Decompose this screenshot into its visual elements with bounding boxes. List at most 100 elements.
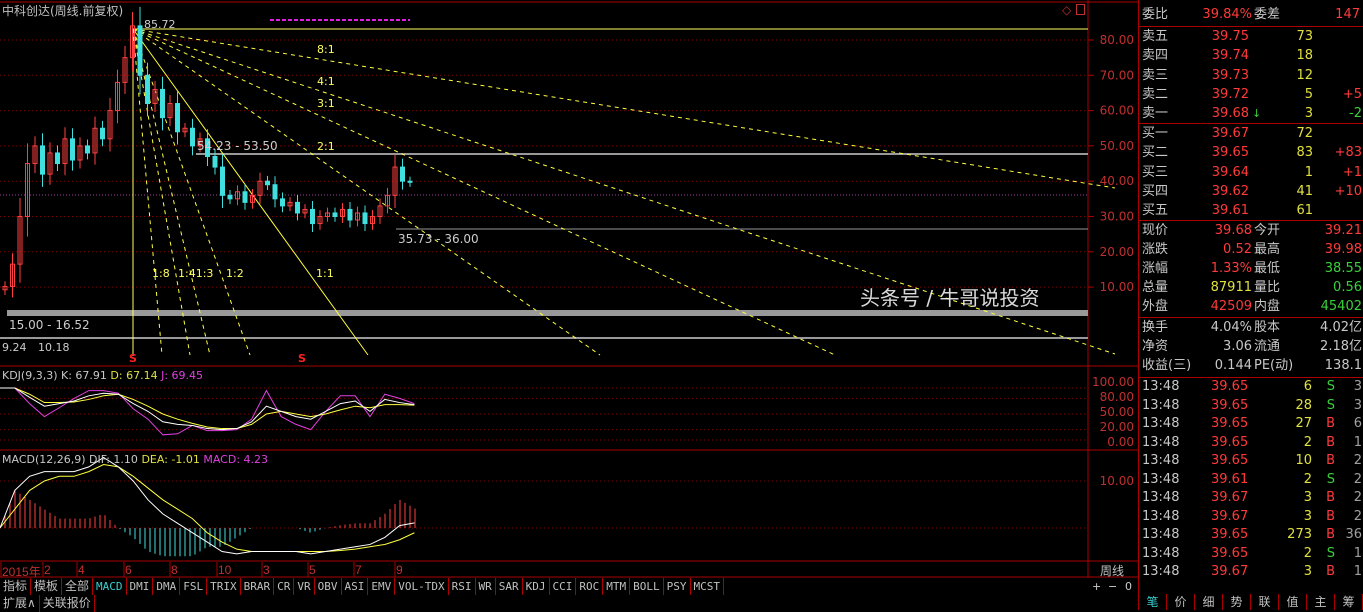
- kdj-j: J: 69.45: [161, 369, 204, 382]
- period-label[interactable]: 周线: [1100, 564, 1125, 578]
- gann-label: 3:1: [317, 97, 335, 110]
- related-quote-tab[interactable]: 关联报价: [40, 595, 95, 612]
- candle-body: [55, 152, 60, 165]
- candle-body: [362, 212, 368, 225]
- quote-tab[interactable]: 价: [1167, 594, 1195, 610]
- macd-tick-label: 10.00: [1100, 474, 1134, 488]
- indicator-tab-boll[interactable]: BOLL: [630, 578, 664, 595]
- trade-volume: 2: [1303, 434, 1312, 450]
- expand-tab[interactable]: 扩展∧: [0, 595, 40, 612]
- trade-count: 1: [1353, 545, 1362, 561]
- stat-value: 1.33%: [1210, 261, 1252, 276]
- candle-body: [77, 145, 83, 161]
- indicator-tab-vr[interactable]: VR: [294, 578, 315, 595]
- candle-body: [197, 138, 203, 147]
- quote-tab[interactable]: 势: [1223, 594, 1251, 610]
- trade-time: 13:48: [1142, 490, 1180, 505]
- trade-row: 13:48 39.67 3 B 1: [1139, 563, 1363, 581]
- indicator-tab-brar[interactable]: BRAR: [241, 578, 275, 595]
- trade-side: S: [1326, 471, 1335, 487]
- indicator-tab-mtm[interactable]: MTM: [603, 578, 631, 595]
- candle-body: [85, 145, 90, 154]
- candle-body: [272, 184, 278, 200]
- indicator-tab-sar[interactable]: SAR: [496, 578, 523, 595]
- low-band-label: 10.18: [38, 341, 70, 354]
- indicator-tab-macd[interactable]: MACD: [93, 578, 127, 595]
- window-toggle-icon[interactable]: [1076, 4, 1085, 15]
- trade-count: 2: [1353, 490, 1362, 505]
- candle-body: [370, 216, 375, 225]
- quote-tab[interactable]: 主: [1307, 594, 1335, 610]
- stat-value: 42509: [1210, 299, 1252, 314]
- zoom-reset-button[interactable]: 0: [1125, 580, 1132, 593]
- indicator-tab-kdj[interactable]: KDJ: [523, 578, 550, 595]
- price-tick-label: 80.00: [1100, 33, 1134, 47]
- weicha-value: 147: [1335, 7, 1360, 22]
- indicator-tab-dmi[interactable]: DMI: [127, 578, 154, 595]
- indicator-tab-roc[interactable]: ROC: [576, 578, 604, 595]
- indicator-tab-dma[interactable]: DMA: [153, 578, 181, 595]
- quote-tab[interactable]: 筹: [1335, 594, 1363, 610]
- candle-body: [332, 212, 338, 218]
- gann-fan-line: [132, 28, 251, 356]
- indicator-tab-fsl[interactable]: FSL: [180, 578, 208, 595]
- range-band: [7, 310, 1088, 316]
- date-label: 6: [125, 563, 132, 577]
- indicator-tab-cr[interactable]: CR: [274, 578, 295, 595]
- diamond-icon[interactable]: ◇: [1062, 3, 1072, 17]
- sell-signal-marker: S: [298, 352, 306, 365]
- indicator-tab-trix[interactable]: TRIX: [207, 578, 241, 595]
- candle-body: [257, 180, 263, 196]
- quote-tab[interactable]: 细: [1195, 594, 1223, 610]
- candle-body: [302, 208, 308, 214]
- trade-volume: 6: [1303, 379, 1312, 394]
- trade-side: B: [1326, 508, 1335, 524]
- bid-change: +83: [1334, 145, 1362, 161]
- indicator-tab-模板[interactable]: 模板: [31, 578, 63, 595]
- bid-row: 买一 39.67 72: [1139, 124, 1363, 143]
- trade-side: B: [1326, 434, 1335, 450]
- candle-body: [287, 201, 293, 207]
- candle-body: [130, 25, 135, 59]
- candle-body: [160, 88, 165, 119]
- candle-body: [407, 180, 413, 183]
- indicator-tab-wr[interactable]: WR: [476, 578, 496, 595]
- quote-tab[interactable]: 值: [1279, 594, 1307, 610]
- trade-count: 1: [1353, 564, 1362, 579]
- indicator-tab-asi[interactable]: ASI: [342, 578, 369, 595]
- indicator-tab-指标[interactable]: 指标: [0, 578, 32, 595]
- zoom-in-button[interactable]: +: [1092, 580, 1102, 593]
- label: 换手: [1142, 320, 1169, 335]
- indicator-tab-rsi[interactable]: RSI: [449, 578, 476, 595]
- price-tick-label: 10.00: [1100, 280, 1134, 294]
- quote-tab[interactable]: 笔: [1139, 594, 1167, 610]
- label: 股本: [1254, 320, 1281, 335]
- indicator-tab-psy[interactable]: PSY: [664, 578, 691, 595]
- stat-value: 0.52: [1223, 242, 1252, 257]
- indicator-tab-mcst[interactable]: MCST: [691, 578, 725, 595]
- trade-volume: 2: [1303, 471, 1312, 487]
- trade-count: 36: [1345, 527, 1362, 542]
- info-value: 0.144: [1214, 358, 1252, 373]
- indicator-tab-obv[interactable]: OBV: [315, 578, 342, 595]
- bid-price: 39.62: [1211, 183, 1249, 199]
- trade-side: B: [1326, 416, 1335, 431]
- price-tick-label: 30.00: [1100, 210, 1134, 224]
- kline-chart[interactable]: 80.0070.0060.0050.0040.0030.0020.0010.00…: [0, 0, 1138, 578]
- zoom-out-button[interactable]: −: [1108, 580, 1118, 593]
- sell-signal-marker: S: [129, 352, 137, 365]
- ask-change: +5: [1342, 86, 1362, 102]
- range-label: 35.73 - 36.00: [398, 232, 479, 246]
- bid-row: 买五 39.61 61: [1139, 201, 1363, 220]
- candle-body: [400, 166, 405, 182]
- trade-row: 13:48 39.65 6 S 3: [1139, 378, 1363, 396]
- candle-body: [385, 194, 390, 207]
- quote-tab[interactable]: 联: [1251, 594, 1279, 610]
- label: 买四: [1142, 183, 1169, 199]
- indicator-tab-vol-tdx[interactable]: VOL-TDX: [395, 578, 449, 595]
- stat-row: 现价 39.68 今开 39.21: [1139, 221, 1363, 240]
- indicator-tab-全部[interactable]: 全部: [62, 578, 94, 595]
- candle-body: [325, 212, 330, 218]
- indicator-tab-cci[interactable]: CCI: [550, 578, 577, 595]
- indicator-tab-emv[interactable]: EMV: [368, 578, 396, 595]
